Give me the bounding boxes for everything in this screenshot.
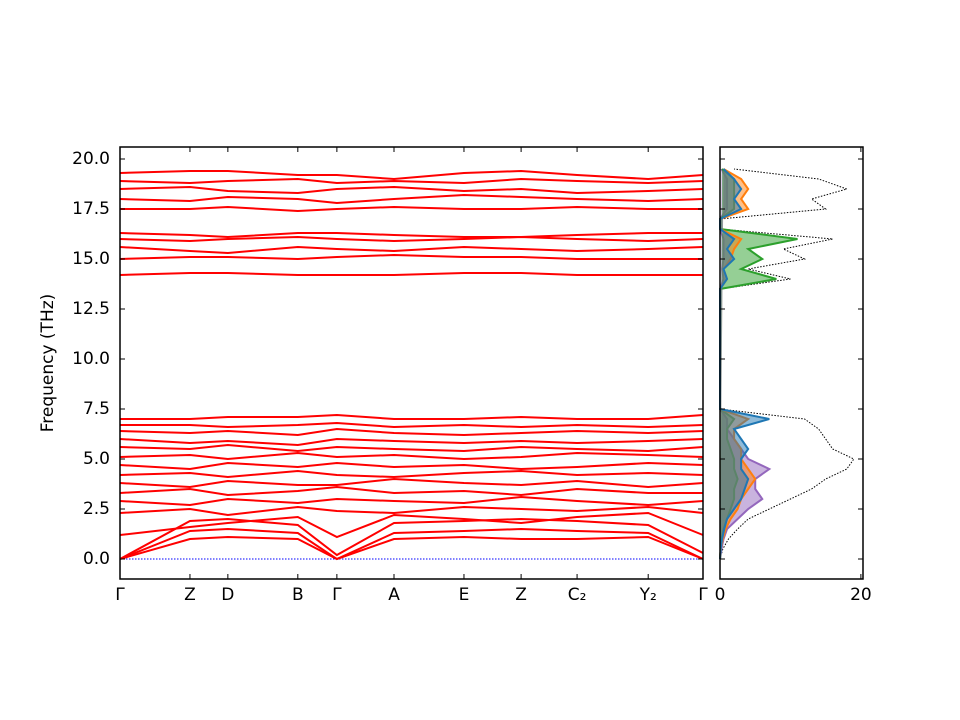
band-line: [119, 245, 704, 255]
y-tick-label: 17.5: [72, 199, 110, 219]
y-tick-label: 15.0: [72, 249, 110, 269]
y-tick-label: 10.0: [72, 349, 110, 369]
x-tick-label: Γ: [332, 585, 342, 605]
band-line: [119, 177, 704, 185]
y-tick-label: 0.0: [83, 549, 110, 569]
band-line: [119, 437, 704, 447]
band-line: [119, 469, 704, 479]
x-tick-label: C₂: [568, 585, 587, 605]
plot-frame: [719, 146, 864, 580]
y-tick-label: 5.0: [83, 449, 110, 469]
band-line: [119, 443, 704, 453]
band-line: [119, 451, 704, 461]
band-line: [119, 193, 704, 205]
band-line: [120, 413, 704, 420]
band-line: [119, 535, 704, 561]
band-line: [119, 232, 703, 239]
band-line: [119, 495, 704, 507]
x-tick-label: Γ: [115, 585, 125, 605]
band-line: [119, 169, 704, 181]
y-tick-label: 20.0: [72, 149, 110, 169]
band-line: [119, 485, 703, 497]
band-line: [119, 511, 704, 539]
band-line: [119, 477, 704, 489]
band-line: [119, 517, 704, 560]
y-tick-label: 12.5: [72, 299, 110, 319]
x-tick-label: E: [459, 585, 470, 605]
band-line: [119, 272, 703, 276]
x-tick-label: 0: [715, 585, 726, 605]
dos-line: [719, 168, 855, 560]
band-line: [120, 421, 704, 429]
y-tick-label: 7.5: [83, 399, 110, 419]
y-axis-label: Frequency (THz): [38, 294, 58, 433]
band-line: [119, 461, 704, 471]
band-line: [119, 427, 704, 437]
band-line: [119, 527, 704, 561]
band-line: [119, 235, 704, 243]
x-tick-label: Γ: [698, 585, 708, 605]
band-line: [119, 253, 703, 261]
x-tick-label: Y₂: [639, 585, 657, 605]
band-line: [119, 185, 704, 195]
band-line: [120, 205, 703, 213]
x-tick-label: Z: [515, 585, 527, 605]
x-tick-label: 20: [850, 585, 872, 605]
plot-frame: [119, 146, 704, 580]
y-tick-label: 2.5: [83, 499, 110, 519]
x-tick-label: B: [292, 585, 304, 605]
x-tick-label: D: [221, 585, 234, 605]
x-tick-label: A: [388, 585, 400, 605]
band-line: [119, 505, 704, 517]
x-tick-label: Z: [184, 585, 196, 605]
